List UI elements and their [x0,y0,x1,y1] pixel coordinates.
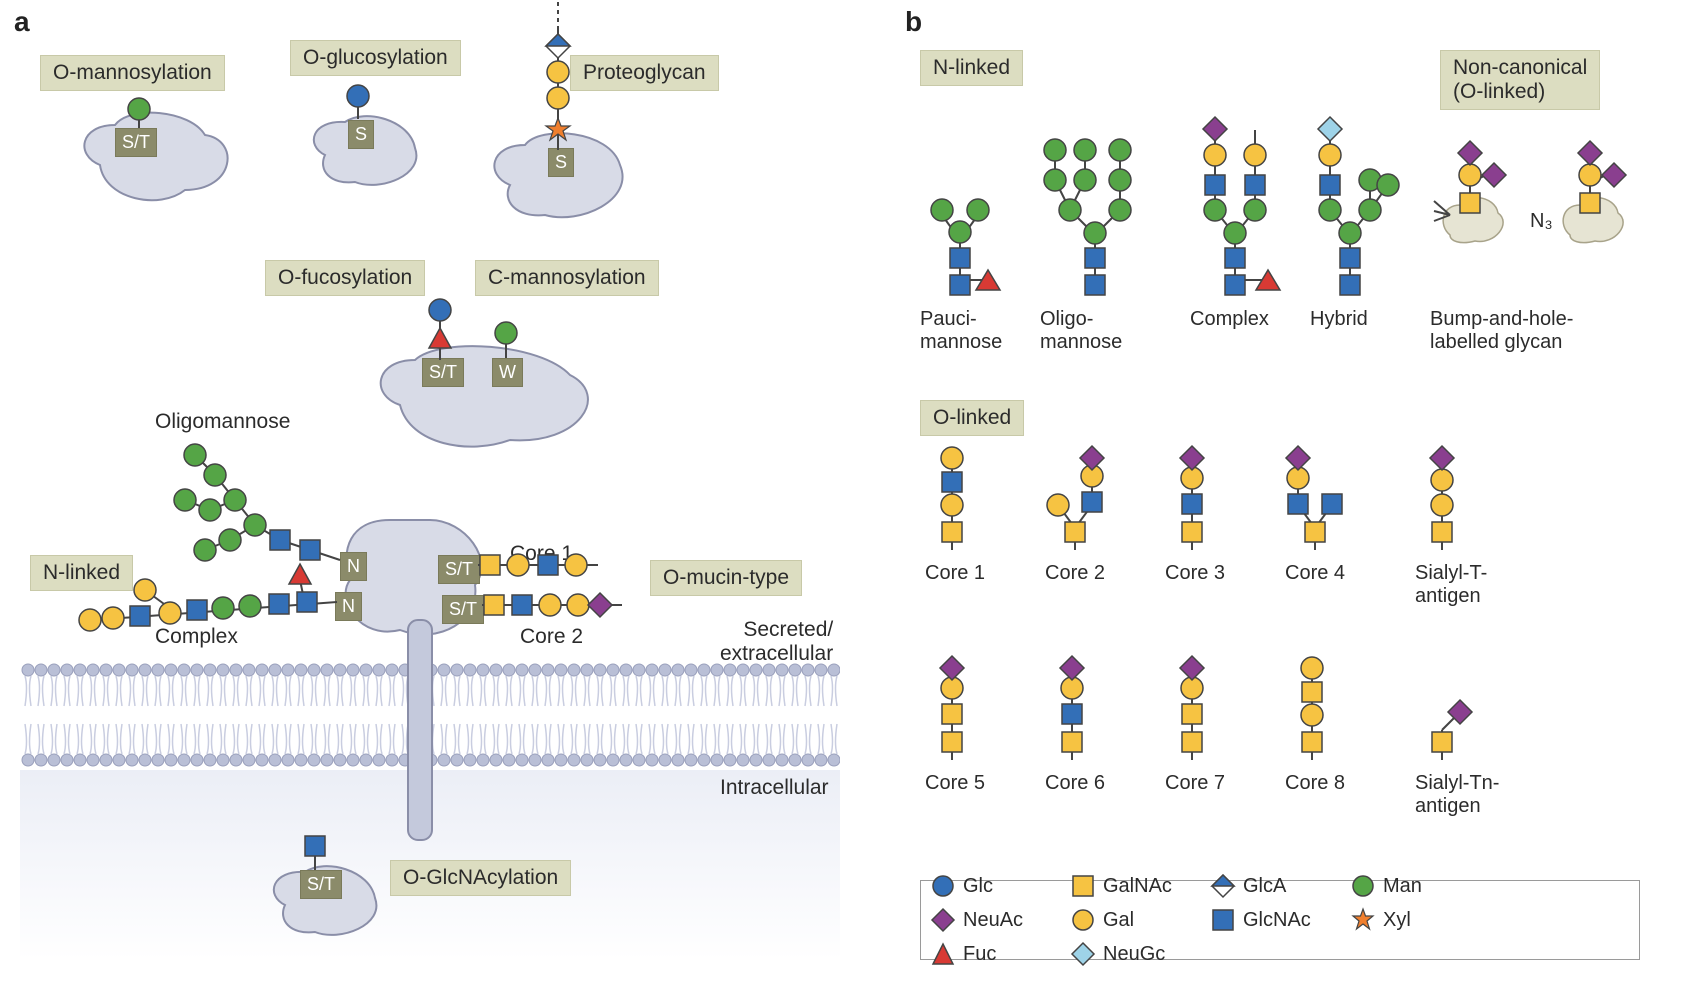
legend-glcnac-label: GlcNAc [1243,909,1311,932]
legend-xyl-label: Xyl [1383,909,1411,932]
label-core4: Core 4 [1285,562,1345,585]
legend-neuac: NeuAc [931,903,1071,937]
legend-glc: Glc [931,869,1071,903]
glcnac-single [305,836,605,986]
legend-glcnac: GlcNAc [1211,903,1351,937]
label-core8: Core 8 [1285,772,1345,795]
nlinked-complex [75,570,375,720]
legend-neugc-label: NeuGc [1103,943,1165,966]
legend-glc-label: Glc [963,875,993,898]
panel-b-letter: b [905,6,922,38]
label-o-fucosylation: O-fucosylation [265,260,425,296]
legend-galnac-label: GalNAc [1103,875,1172,898]
label-core7: Core 7 [1165,772,1225,795]
label-core1: Core 1 [925,562,985,585]
cman-chain [495,322,795,472]
legend: Glc GalNAc GlcA Man NeuAc Gal GlcNAc [920,880,1640,960]
label-o-mannosylation: O-mannosylation [40,55,225,91]
proteoglycan-chain [545,0,845,150]
label-oligo: Oligo- mannose [1040,308,1122,354]
label-sialylTn: Sialyl-Tn- antigen [1415,772,1499,818]
legend-man: Man [1351,869,1491,903]
label-core2: Core 2 [1045,562,1105,585]
legend-neugc: NeuGc [1071,937,1211,971]
label-pauci: Pauci- mannose [920,308,1002,354]
legend-galnac: GalNAc [1071,869,1211,903]
legend-neuac-label: NeuAc [963,909,1023,932]
label-o-linked: O-linked [920,400,1024,436]
legend-gal-label: Gal [1103,909,1134,932]
figure-root: a b O-mannosylation S/T O-glucosylation … [0,0,1700,975]
label-sialylT: Sialyl-T- antigen [1415,562,1487,608]
label-secreted: Secreted/ extracellular [720,618,833,666]
legend-man-label: Man [1383,875,1422,898]
label-complex-b: Complex [1190,308,1269,331]
aa-s-2: S [548,148,574,177]
panel-a-letter: a [14,6,30,38]
legend-xyl: Xyl [1351,903,1491,937]
label-core5: Core 5 [925,772,985,795]
legend-fuc: Fuc [931,937,1071,971]
legend-glca-label: GlcA [1243,875,1286,898]
label-core6: Core 6 [1045,772,1105,795]
label-n-linked-b: N-linked [920,50,1023,86]
legend-fuc-label: Fuc [963,943,996,966]
label-bumphole: Bump-and-hole- labelled glycan [1430,308,1573,354]
nlinked-oligomannose [140,430,440,580]
bump-hole-2 [1560,145,1700,295]
label-n3: N₃ [1530,210,1553,233]
label-core3: Core 3 [1165,562,1225,585]
legend-gal: Gal [1071,903,1211,937]
label-o-glucosylation: O-glucosylation [290,40,461,76]
legend-glca: GlcA [1211,869,1351,903]
label-hybrid: Hybrid [1310,308,1368,331]
aa-st-3: S/T [438,555,480,584]
label-intracellular: Intracellular [720,776,829,800]
label-c-mannosylation: C-mannosylation [475,260,659,296]
